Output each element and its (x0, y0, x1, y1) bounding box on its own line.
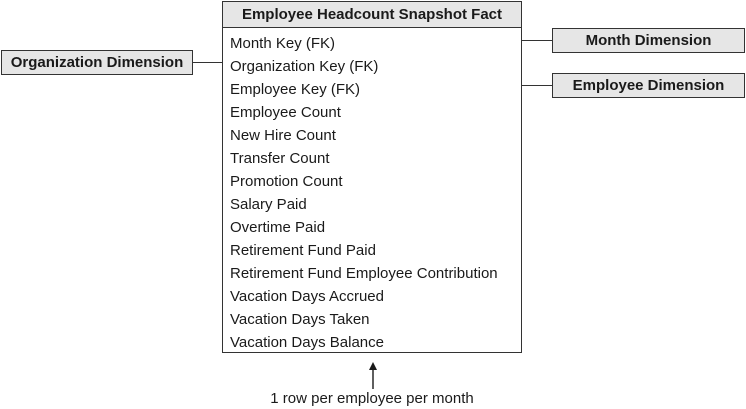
fact-field: Retirement Fund Paid (230, 242, 376, 259)
fact-field: Salary Paid (230, 196, 307, 213)
month-dimension-box: Month Dimension (552, 28, 745, 53)
fact-table-fields: Month Key (FK) Organization Key (FK) Emp… (223, 28, 521, 354)
fact-field: Vacation Days Balance (230, 334, 384, 351)
fact-field: Employee Key (FK) (230, 81, 361, 98)
grain-note: 1 row per employee per month (270, 390, 474, 407)
fact-field: New Hire Count (230, 127, 336, 144)
employee-connector (522, 85, 552, 86)
fact-field: Employee Count (230, 104, 341, 121)
fact-table-title: Employee Headcount Snapshot Fact (223, 2, 521, 28)
employee-dimension-label: Employee Dimension (572, 77, 725, 94)
fact-field: Transfer Count (230, 150, 330, 167)
fact-field: Vacation Days Accrued (230, 288, 384, 305)
organization-dimension-label: Organization Dimension (10, 54, 184, 71)
month-connector (522, 40, 552, 41)
fact-field: Vacation Days Taken (230, 311, 370, 328)
fact-table: Employee Headcount Snapshot Fact Month K… (222, 1, 522, 353)
organization-dimension-box: Organization Dimension (1, 50, 193, 75)
up-arrow-icon (369, 362, 377, 389)
fact-field: Organization Key (FK) (230, 58, 379, 75)
month-dimension-label: Month Dimension (585, 32, 712, 49)
fact-field: Retirement Fund Employee Contribution (230, 265, 498, 282)
organization-connector (193, 62, 222, 63)
fact-field: Promotion Count (230, 173, 343, 190)
employee-dimension-box: Employee Dimension (552, 73, 745, 98)
fact-field: Overtime Paid (230, 219, 326, 236)
fact-field: Month Key (FK) (230, 35, 336, 52)
